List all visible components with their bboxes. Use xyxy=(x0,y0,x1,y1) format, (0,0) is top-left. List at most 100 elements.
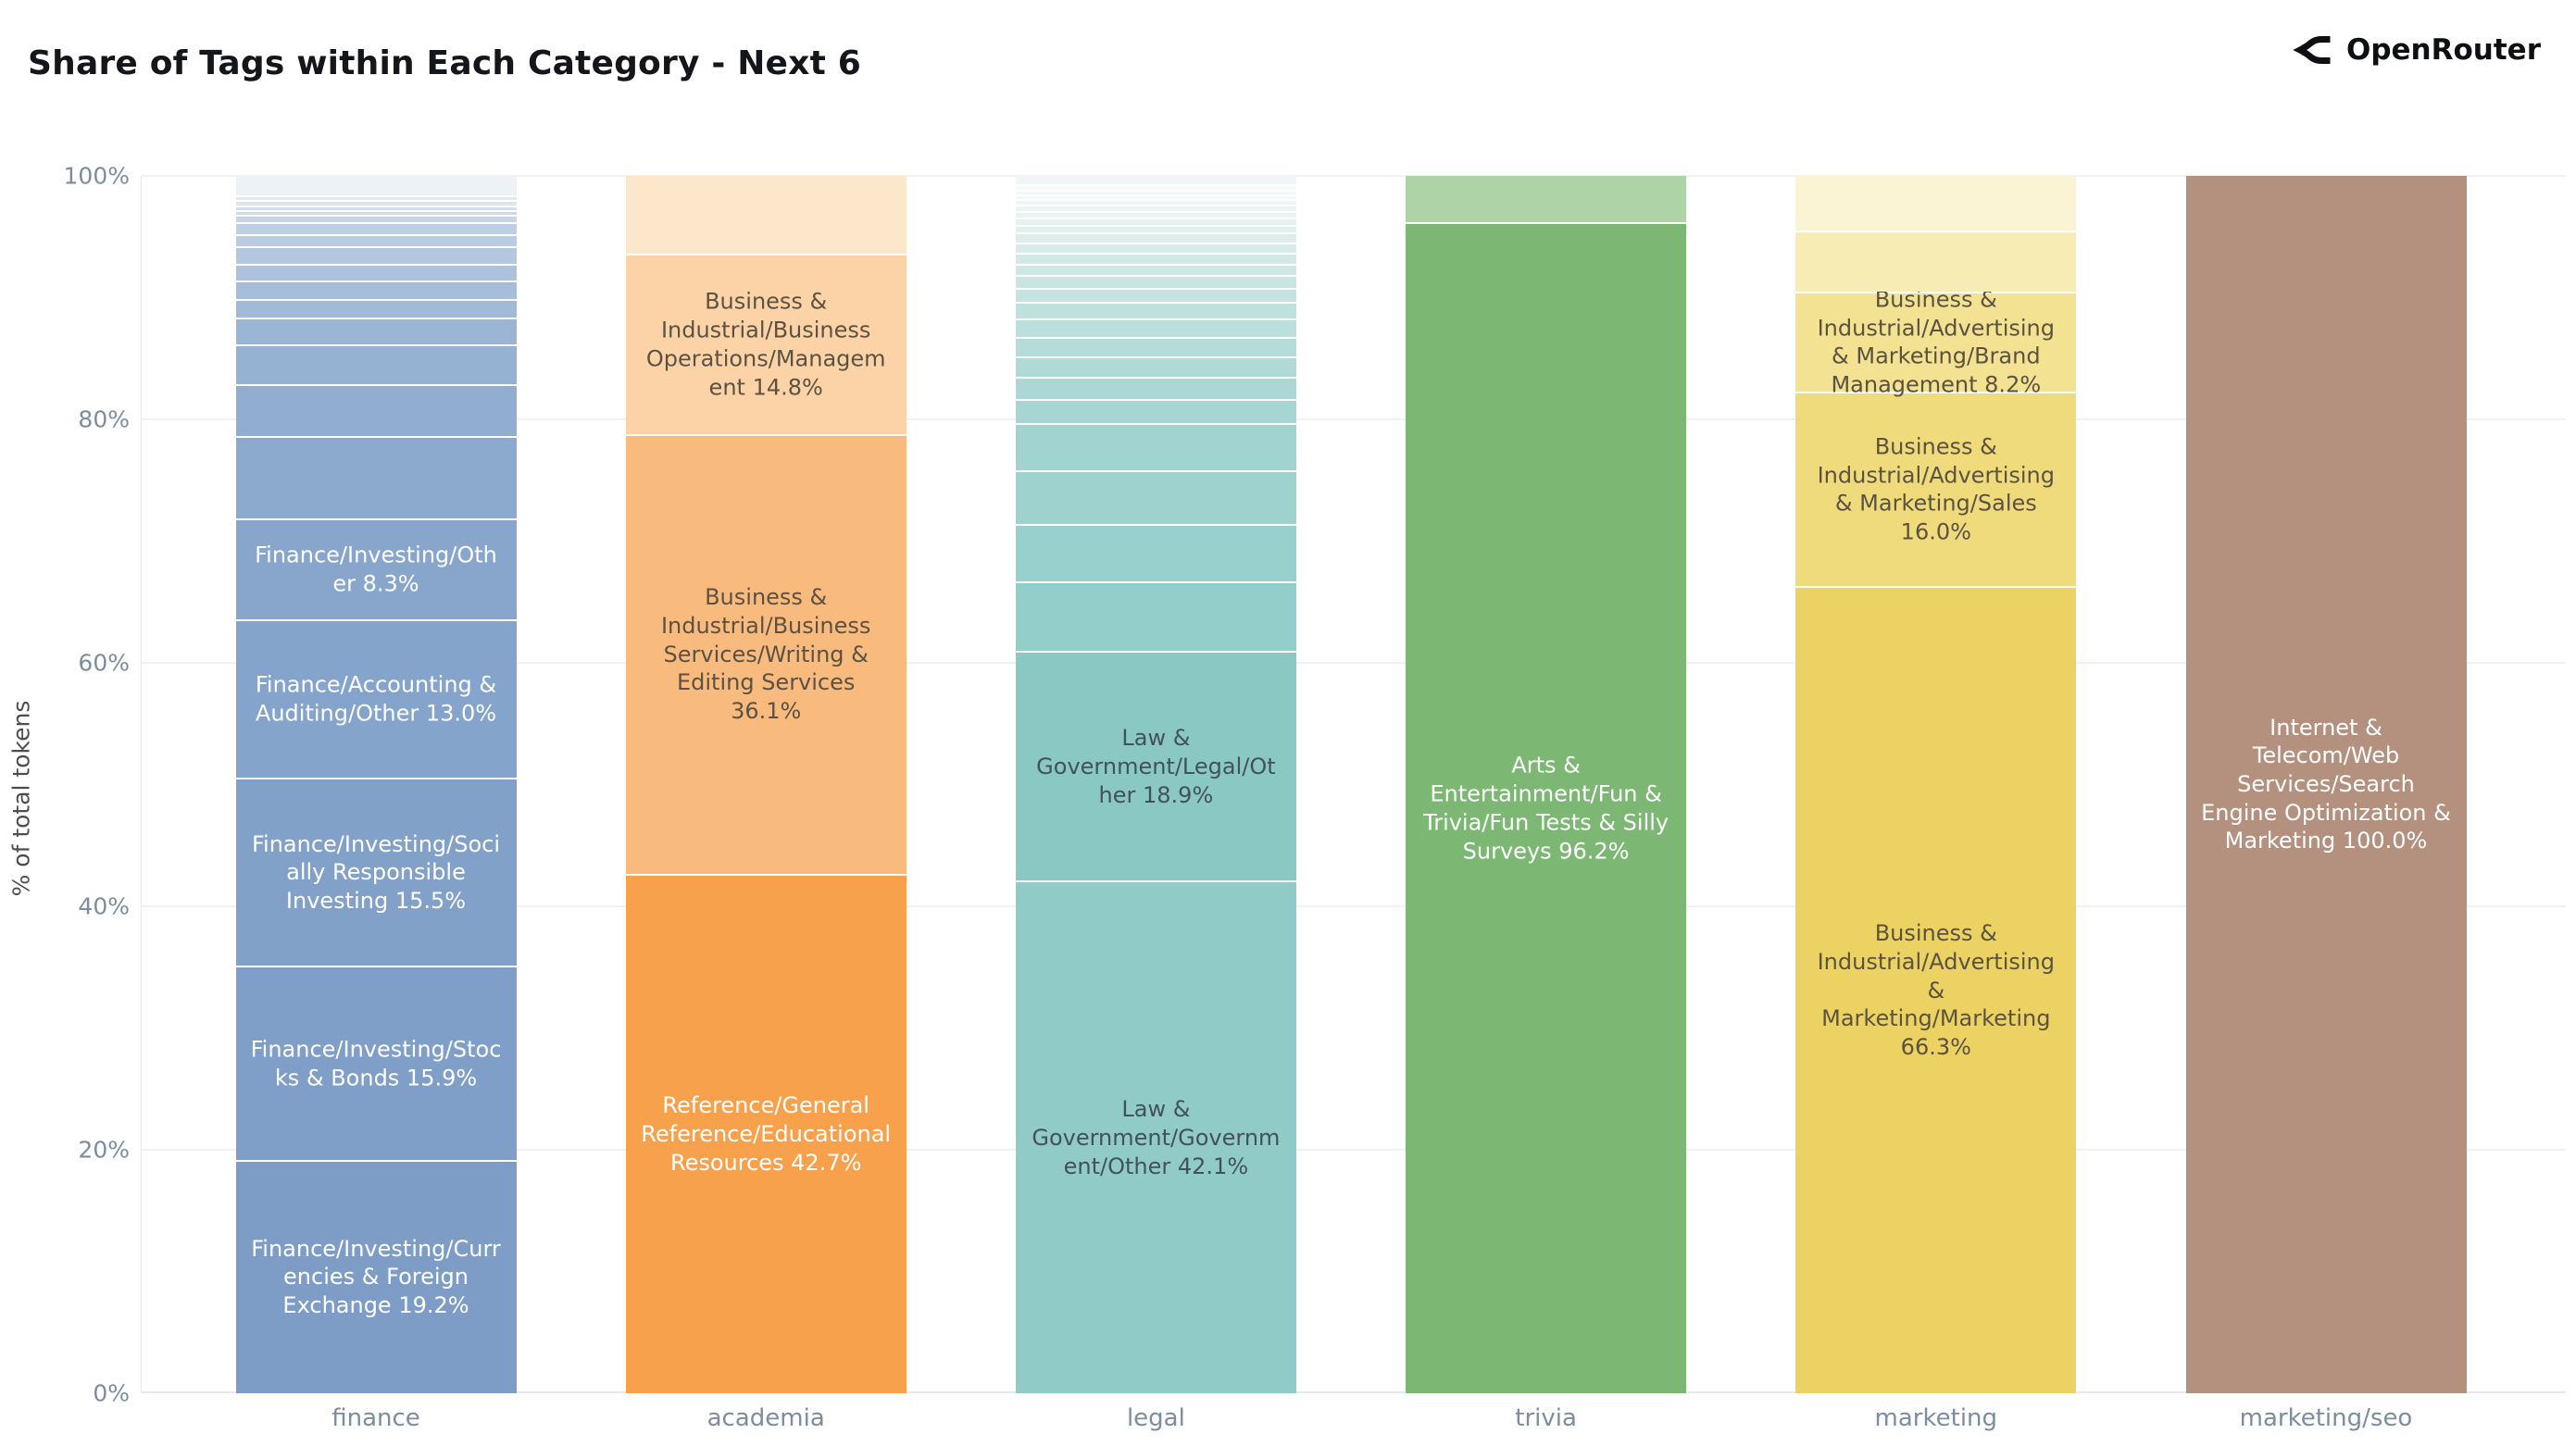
openrouter-logo: OpenRouter xyxy=(2290,31,2541,69)
stacked-bar-academia: Reference/General Reference/Educational … xyxy=(625,176,907,1393)
stacked-bar-marketing: Business & Industrial/Advertising & Mark… xyxy=(1795,176,2077,1393)
bar-segment-label: Finance/Accounting & Auditing/Other 13.0… xyxy=(255,671,497,727)
y-tick-label: 0% xyxy=(93,1379,130,1407)
bar-segment xyxy=(1015,189,1296,194)
bar-segment xyxy=(1015,422,1296,471)
bar-segment xyxy=(1015,336,1296,356)
bar-segment xyxy=(1015,232,1296,243)
bar-segment xyxy=(1015,288,1296,303)
gridline xyxy=(142,418,2566,420)
bar-segment xyxy=(1015,355,1296,378)
bar-segment xyxy=(1406,176,1687,222)
bar-segment xyxy=(235,215,517,223)
gridline xyxy=(142,1149,2566,1151)
bar-segment xyxy=(1015,176,1296,185)
bar-segment xyxy=(1795,231,2077,292)
x-tick-label: marketing/seo xyxy=(2239,1404,2413,1432)
bar-segment xyxy=(1015,242,1296,253)
bar-segment xyxy=(235,209,517,216)
bar-segment: Law & Government/Government/Other 42.1% xyxy=(1015,880,1296,1393)
stacked-bar-finance: Finance/Investing/Currencies & Foreign E… xyxy=(235,176,517,1393)
bar-segment xyxy=(1795,176,2077,231)
bar-segment xyxy=(235,436,517,518)
bar-segment-label: Internet & Telecom/Web Services/Search E… xyxy=(2201,714,2451,854)
bar-segment: Law & Government/Legal/Other 18.9% xyxy=(1015,650,1296,881)
bar-segment xyxy=(235,200,517,206)
bar-segment xyxy=(235,195,517,201)
bar-segment xyxy=(1015,252,1296,264)
bar-segment: Business & Industrial/Advertising & Mark… xyxy=(1795,286,2077,398)
bar-segment: Business & Industrial/Business Operation… xyxy=(625,254,907,434)
y-tick-label: 100% xyxy=(63,162,130,190)
bar-segment-label: Finance/Investing/Other 8.3% xyxy=(255,542,497,597)
x-tick-label: finance xyxy=(331,1404,420,1432)
bar-segment-label: Law & Government/Government/Other 42.1% xyxy=(1032,1096,1281,1179)
gridline xyxy=(142,1391,2566,1393)
bar-segment-label: Business & Industrial/Advertising & Mark… xyxy=(1817,433,2055,545)
bar-segment-label: Reference/General Reference/Educational … xyxy=(641,1092,892,1176)
bar-segment xyxy=(1015,184,1296,190)
openrouter-icon xyxy=(2293,36,2331,64)
stacked-bar-marketing-seo: Internet & Telecom/Web Services/Search E… xyxy=(2185,176,2467,1393)
bar-segment xyxy=(235,317,517,344)
bar-segment: Finance/Investing/Other 8.3% xyxy=(235,517,517,619)
bar-segment: Reference/General Reference/Educational … xyxy=(625,873,907,1393)
y-tick-label: 40% xyxy=(78,892,130,920)
bar-segment xyxy=(1015,580,1296,651)
bar-segment: Business & Industrial/Advertising & Mark… xyxy=(1795,586,2077,1393)
bar-segment xyxy=(625,176,907,255)
gridline xyxy=(142,905,2566,907)
bar-segment: Internet & Telecom/Web Services/Search E… xyxy=(2185,176,2467,1393)
bar-segment xyxy=(235,205,517,210)
bar-segment-label: Business & Industrial/Advertising & Mark… xyxy=(1817,920,2055,1061)
bar-segment xyxy=(1015,263,1296,276)
y-tick-label: 60% xyxy=(78,649,130,677)
y-tick-label: 80% xyxy=(78,405,130,433)
y-tick-label: 20% xyxy=(78,1136,130,1164)
x-tick-label: legal xyxy=(1126,1404,1185,1432)
bar-segment xyxy=(235,263,517,281)
bar-segment: Finance/Investing/Stocks & Bonds 15.9% xyxy=(235,966,517,1160)
stacked-bar-legal: Law & Government/Government/Other 42.1% L… xyxy=(1015,176,1296,1393)
bar-segment: Finance/Investing/Socially Responsible I… xyxy=(235,777,517,966)
bar-segment xyxy=(235,246,517,264)
bar-segment xyxy=(1015,318,1296,337)
bar-segment xyxy=(235,222,517,235)
bar-segment xyxy=(1015,193,1296,200)
bar-segment xyxy=(1015,524,1296,581)
bar-segment-label: Arts & Entertainment/Fun & Trivia/Fun Te… xyxy=(1423,753,1669,865)
bar-segment xyxy=(235,234,517,247)
bar-segment xyxy=(1015,398,1296,423)
bar-segment-label: Finance/Investing/Socially Responsible I… xyxy=(251,830,501,914)
bar-segment: Business & Industrial/Business Services/… xyxy=(625,433,907,874)
bar-segment: Finance/Accounting & Auditing/Other 13.0… xyxy=(235,618,517,778)
bar-segment: Business & Industrial/Advertising & Mark… xyxy=(1795,391,2077,587)
gridline xyxy=(142,662,2566,664)
bar-segment-label: Finance/Investing/Stocks & Bonds 15.9% xyxy=(250,1036,502,1091)
bar-segment-label: Business & Industrial/Advertising & Mark… xyxy=(1817,286,2055,398)
bar-segment: Arts & Entertainment/Fun & Trivia/Fun Te… xyxy=(1406,221,1687,1393)
bar-segment xyxy=(1015,275,1296,289)
stacked-bar-trivia: Arts & Entertainment/Fun & Trivia/Fun Te… xyxy=(1406,176,1687,1393)
brand-name: OpenRouter xyxy=(2345,33,2541,67)
bar-segment xyxy=(1015,470,1296,525)
bar-segment xyxy=(235,343,517,384)
bar-segment xyxy=(1015,210,1296,218)
page-title: Share of Tags within Each Category - Nex… xyxy=(28,44,861,83)
x-tick-label: academia xyxy=(707,1404,825,1432)
bar-segment-label: Finance/Investing/Currencies & Foreign E… xyxy=(251,1235,501,1319)
bar-segment-label: Law & Government/Legal/Other 18.9% xyxy=(1036,725,1276,808)
gridline xyxy=(142,175,2566,177)
bar-segment xyxy=(1015,224,1296,233)
x-tick-label: marketing xyxy=(1874,1404,1998,1432)
bar-segment xyxy=(235,176,517,196)
bar-segment-label: Business & Industrial/Business Operation… xyxy=(645,289,886,401)
x-tick-label: trivia xyxy=(1515,1404,1577,1432)
plot-area: Finance/Investing/Currencies & Foreign E… xyxy=(141,175,2566,1432)
bar-segment xyxy=(1015,217,1296,225)
bar-segment xyxy=(235,383,517,437)
bar-segment xyxy=(1015,302,1296,318)
bar-segment xyxy=(235,280,517,299)
bar-segment-label: Business & Industrial/Business Services/… xyxy=(660,584,871,725)
bar-segment xyxy=(1015,377,1296,399)
